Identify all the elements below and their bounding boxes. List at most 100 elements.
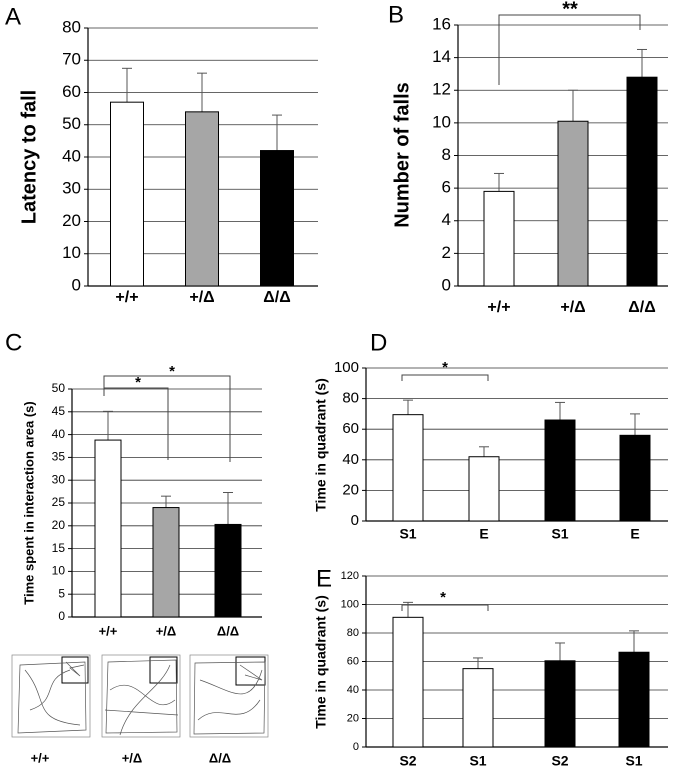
y-tick-label: 40: [347, 684, 359, 696]
x-tick-label: +/+: [115, 289, 138, 306]
track-label: +/+: [31, 750, 50, 765]
y-tick-label: 25: [52, 495, 66, 509]
bar: [626, 76, 658, 287]
y-tick-label: 40: [342, 451, 359, 468]
x-tick-label: +/Δ: [560, 299, 585, 316]
y-tick-label: 12: [432, 80, 451, 99]
panel-letter: B: [388, 1, 404, 28]
y-tick-label: 120: [341, 570, 359, 582]
bar: [185, 111, 219, 287]
bar: [94, 439, 122, 618]
significance-label: *: [442, 359, 448, 376]
interaction-area: [61, 656, 89, 684]
x-tick-label: +/Δ: [189, 289, 214, 306]
track-arena: [11, 654, 91, 738]
bar: [392, 616, 424, 748]
track-arena: [101, 654, 181, 738]
y-tick-label: 0: [351, 512, 359, 529]
x-tick-label: S2: [551, 753, 568, 769]
y-tick-label: 30: [52, 472, 66, 486]
y-tick-label: 20: [342, 481, 359, 498]
y-tick-label: 35: [52, 450, 66, 464]
y-tick-label: 6: [442, 178, 451, 197]
y-tick-label: 15: [52, 541, 66, 555]
y-tick-label: 100: [341, 598, 359, 610]
y-tick-label: 60: [342, 420, 359, 437]
y-axis-label: Time in quadrant (s): [313, 595, 329, 729]
y-tick-label: 0: [442, 275, 451, 294]
y-tick-label: 20: [62, 211, 81, 230]
y-tick-label: 20: [347, 712, 359, 724]
bar: [483, 190, 515, 287]
y-tick-label: 50: [62, 114, 81, 133]
y-axis-label: Number of falls: [391, 82, 413, 228]
panel-letter: A: [5, 3, 21, 30]
panel-letter: C: [5, 329, 22, 356]
track-arena: [189, 654, 269, 738]
x-tick-label: S1: [469, 753, 486, 769]
significance-bracket: [401, 604, 489, 611]
x-tick-label: S1: [399, 526, 416, 542]
significance-bracket: [103, 375, 231, 462]
significance-label: **: [562, 0, 578, 20]
x-tick-label: Δ/Δ: [628, 299, 655, 316]
significance-bracket: [103, 387, 169, 460]
x-tick-label: +/+: [99, 623, 118, 638]
y-tick-label: 8: [442, 145, 451, 164]
x-tick-label: +/+: [487, 299, 510, 316]
track-label: Δ/Δ: [209, 750, 231, 765]
interaction-area: [149, 656, 178, 684]
x-tick-label: S1: [625, 753, 642, 769]
y-tick-label: 80: [62, 17, 81, 36]
x-tick-label: S2: [399, 753, 416, 769]
track-path: [17, 661, 87, 734]
bar: [214, 523, 242, 618]
bar: [557, 120, 589, 287]
track-path: [104, 659, 179, 736]
y-tick-label: 0: [72, 275, 81, 294]
panel-letter: E: [316, 565, 332, 592]
y-tick-label: 70: [62, 50, 81, 69]
y-tick-label: 60: [347, 655, 359, 667]
y-tick-label: 40: [52, 427, 66, 441]
x-tick-label: E: [479, 526, 488, 542]
y-tick-label: 50: [52, 381, 66, 395]
panel-letter: D: [370, 329, 387, 356]
x-tick-label: S1: [551, 526, 568, 542]
significance-bracket: [498, 14, 641, 85]
y-tick-label: 0: [353, 741, 359, 753]
y-tick-label: 2: [442, 243, 451, 262]
y-axis-label: Time in quadrant (s): [313, 378, 329, 512]
x-tick-label: Δ/Δ: [263, 289, 290, 306]
bar: [110, 101, 144, 287]
y-axis-label: Latency to fall: [18, 90, 40, 224]
y-tick-label: 40: [62, 146, 81, 165]
bar: [392, 414, 424, 522]
y-tick-label: 4: [442, 210, 451, 229]
y-tick-label: 100: [334, 359, 359, 376]
bar: [260, 150, 294, 287]
bar: [544, 660, 576, 748]
y-tick-label: 16: [432, 14, 451, 33]
bar: [152, 507, 180, 618]
bar: [468, 456, 500, 522]
y-tick-label: 10: [62, 243, 81, 262]
bar: [618, 651, 650, 748]
y-tick-label: 45: [52, 404, 66, 418]
track-label: +/Δ: [122, 750, 143, 765]
bar: [544, 419, 576, 522]
y-tick-label: 10: [432, 112, 451, 131]
significance-label: *: [135, 374, 141, 391]
bar: [619, 434, 651, 522]
significance-bracket: [401, 374, 489, 381]
x-tick-label: +/Δ: [156, 623, 177, 638]
significance-label: *: [169, 363, 175, 380]
y-tick-label: 0: [58, 609, 65, 623]
significance-label: *: [440, 589, 446, 606]
y-tick-label: 60: [62, 82, 81, 101]
x-tick-label: E: [630, 526, 639, 542]
y-axis-label: Time spent in interaction area (s): [21, 401, 36, 604]
x-tick-label: Δ/Δ: [217, 623, 239, 638]
y-tick-label: 5: [58, 586, 65, 600]
